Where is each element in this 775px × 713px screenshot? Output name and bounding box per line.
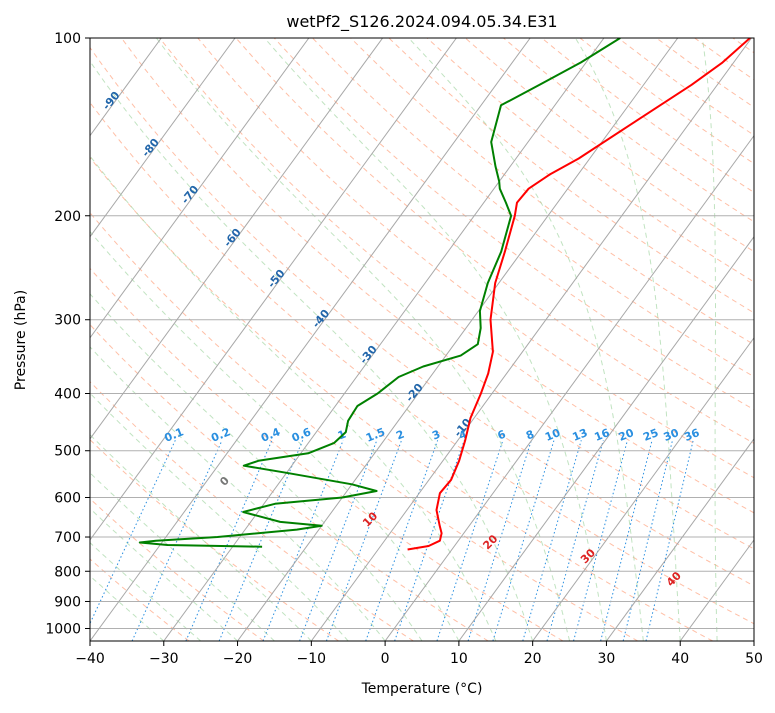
x-tick-label: 40	[671, 651, 689, 667]
y-tick-label: 900	[54, 594, 81, 610]
y-tick-label: 600	[54, 490, 81, 506]
x-axis-label: Temperature (°C)	[361, 681, 483, 697]
y-tick-label: 200	[54, 209, 81, 225]
x-tick-label: −30	[149, 651, 179, 667]
y-tick-label: 100	[54, 31, 81, 47]
y-tick-label: 300	[54, 313, 81, 329]
y-tick-label: 800	[54, 564, 81, 580]
x-tick-label: 50	[745, 651, 763, 667]
y-tick-label: 700	[54, 530, 81, 546]
chart-title: wetPf2_S126.2024.094.05.34.E31	[286, 12, 557, 32]
y-axis-label: Pressure (hPa)	[13, 290, 29, 390]
x-tick-label: −10	[297, 651, 327, 667]
y-tick-label: 500	[54, 444, 81, 460]
x-tick-label: 20	[524, 651, 542, 667]
x-tick-label: 10	[450, 651, 468, 667]
x-tick-label: −20	[223, 651, 253, 667]
x-tick-label: 0	[381, 651, 390, 667]
y-tick-label: 400	[54, 387, 81, 403]
x-tick-label: −40	[75, 651, 105, 667]
x-tick-label: 30	[598, 651, 616, 667]
y-tick-label: 1000	[45, 621, 81, 637]
